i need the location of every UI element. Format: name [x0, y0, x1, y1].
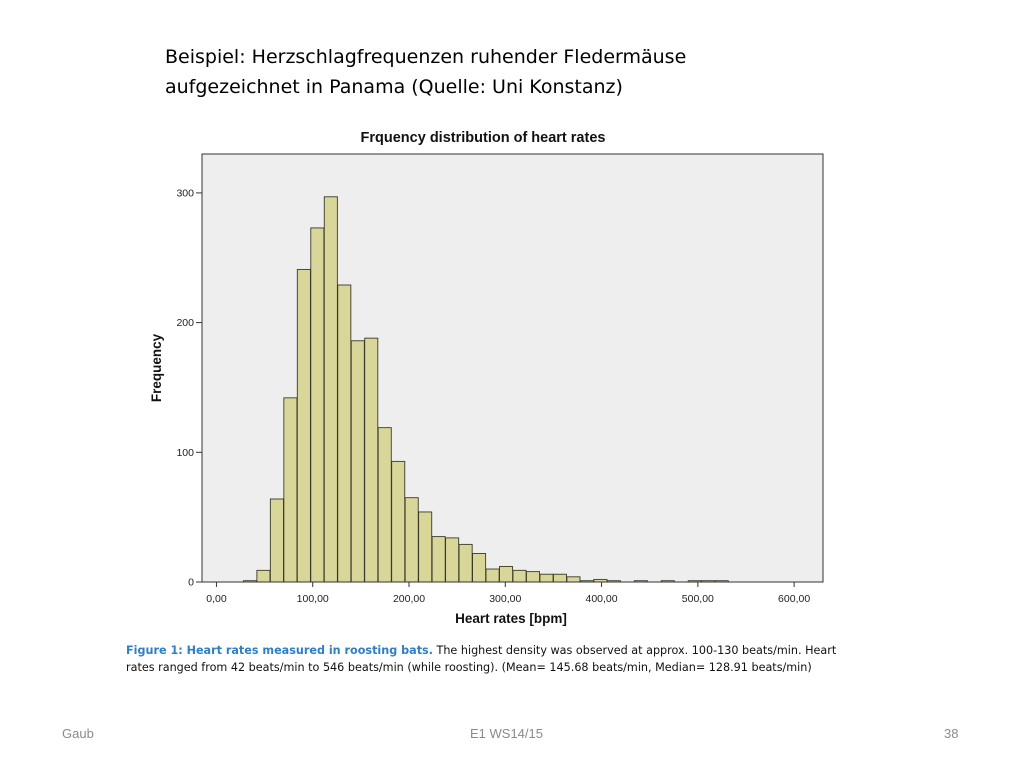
bars-group: [242, 196, 729, 583]
histogram-bar: [512, 569, 527, 583]
histogram-bar: [323, 196, 338, 583]
histogram-bar: [418, 511, 433, 583]
histogram-bar: [310, 227, 325, 583]
x-tick-label: 500,00: [682, 593, 714, 605]
histogram-bar: [377, 427, 392, 583]
histogram-bar: [526, 571, 541, 583]
histogram-bar: [458, 543, 473, 583]
footer-author: Gaub: [62, 726, 94, 741]
x-tick-label: 300,00: [489, 593, 521, 605]
x-tick-label: 200,00: [393, 593, 425, 605]
histogram-bar: [296, 268, 311, 583]
caption-line-2: rates ranged from 42 beats/min to 546 be…: [126, 661, 812, 674]
y-tick-label: 0: [188, 577, 194, 589]
figure-caption: Figure 1: Heart rates measured in roosti…: [126, 642, 956, 676]
histogram-bar: [337, 284, 352, 583]
histogram-bar: [552, 573, 567, 583]
x-tick-label: 100,00: [297, 593, 329, 605]
y-tick-label: 100: [176, 447, 194, 459]
y-tick-label: 300: [176, 187, 194, 199]
histogram-chart: Frquency distribution of heart rates 0,0…: [149, 130, 824, 626]
histogram-bar: [539, 573, 554, 583]
chart-title: Frquency distribution of heart rates: [361, 130, 606, 146]
histogram-bar: [269, 498, 284, 583]
histogram-bar: [350, 340, 365, 583]
caption-line-1-rest: The highest density was observed at appr…: [432, 644, 837, 657]
x-tick-label: 400,00: [585, 593, 617, 605]
x-tick-label: 0,00: [206, 593, 227, 605]
histogram-bar: [364, 337, 379, 583]
x-axis-title: Heart rates [bpm]: [455, 611, 567, 626]
histogram-bar: [404, 497, 419, 583]
footer-page-number: 38: [944, 726, 959, 741]
histogram-bar: [256, 569, 271, 583]
slide-title-line-2: aufgezeichnet in Panama (Quelle: Uni Kon…: [165, 76, 623, 98]
axes-group: 0,00 100,00 200,00 300,00 400,00 500,00 600,00…: [176, 187, 823, 605]
x-tick-label: 600,00: [778, 593, 810, 605]
caption-line-1: Figure 1: Heart rates measured in roosti…: [126, 642, 956, 659]
caption-lead: Figure 1: Heart rates measured in roosti…: [126, 644, 433, 657]
histogram-bar: [283, 397, 298, 583]
footer-course: E1 WS14/15: [470, 726, 543, 741]
histogram-bar: [499, 565, 514, 583]
histogram-bar: [485, 568, 500, 583]
y-axis-title: Frequency: [149, 333, 164, 402]
histogram-bar: [445, 537, 460, 583]
histogram-bar: [431, 536, 446, 583]
histogram-bar: [391, 460, 406, 583]
histogram-bar: [566, 576, 581, 583]
histogram-bar: [472, 553, 487, 583]
slide-title-line-1: Beispiel: Herzschlagfrequenzen ruhender …: [165, 46, 687, 68]
slide-title: Beispiel: Herzschlagfrequenzen ruhender …: [165, 42, 865, 102]
y-tick-label: 200: [176, 317, 194, 329]
